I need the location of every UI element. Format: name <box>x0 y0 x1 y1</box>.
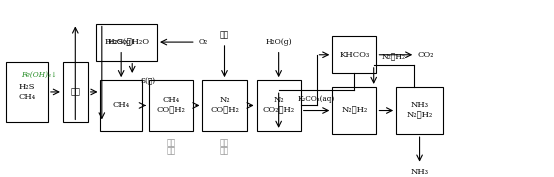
Text: H₂O(g): H₂O(g) <box>108 38 135 46</box>
Bar <box>202 80 247 131</box>
Bar <box>332 87 377 134</box>
Text: NH₃: NH₃ <box>411 168 429 176</box>
Text: O₂: O₂ <box>198 38 208 46</box>
Text: 转化: 转化 <box>166 148 176 156</box>
Text: Fe(OH)₃↓: Fe(OH)₃↓ <box>22 71 57 79</box>
Text: 一次: 一次 <box>166 139 176 147</box>
Text: N₂: N₂ <box>219 96 230 104</box>
Text: 二次: 二次 <box>220 139 229 147</box>
Text: CH₄: CH₄ <box>19 93 36 101</box>
Text: 空气: 空气 <box>220 32 229 39</box>
Text: CH₄: CH₄ <box>112 101 130 109</box>
Bar <box>63 62 88 122</box>
Text: N₂: N₂ <box>273 96 284 104</box>
Text: S(硫): S(硫) <box>141 78 156 85</box>
Text: N₂、H₂: N₂、H₂ <box>407 112 433 120</box>
Text: Fe₂S₂、H₂O: Fe₂S₂、H₂O <box>104 38 149 46</box>
Bar <box>100 80 142 131</box>
Text: H₂S: H₂S <box>19 83 35 91</box>
Text: N₂、H₂: N₂、H₂ <box>382 53 406 62</box>
Bar <box>332 36 377 73</box>
Text: NH₃: NH₃ <box>411 101 429 109</box>
Bar <box>149 80 193 131</box>
Text: CO₂: CO₂ <box>418 51 434 59</box>
Text: 脱碇: 脱碇 <box>70 88 80 96</box>
Text: K₂CO₃(aq): K₂CO₃(aq) <box>298 95 335 103</box>
Bar <box>396 87 443 134</box>
Text: H₂O(g): H₂O(g) <box>265 38 292 46</box>
Text: CO、H₂: CO、H₂ <box>210 107 239 115</box>
Text: 转化: 转化 <box>220 148 229 156</box>
Bar <box>257 80 301 131</box>
Text: KHCO₃: KHCO₃ <box>339 51 370 59</box>
Text: CO、H₂: CO、H₂ <box>156 107 186 115</box>
Text: CO₂、H₂: CO₂、H₂ <box>263 107 295 115</box>
Bar <box>7 62 48 122</box>
Bar <box>96 24 157 61</box>
Text: CH₄: CH₄ <box>162 96 179 104</box>
Text: N₂、H₂: N₂、H₂ <box>341 107 367 115</box>
